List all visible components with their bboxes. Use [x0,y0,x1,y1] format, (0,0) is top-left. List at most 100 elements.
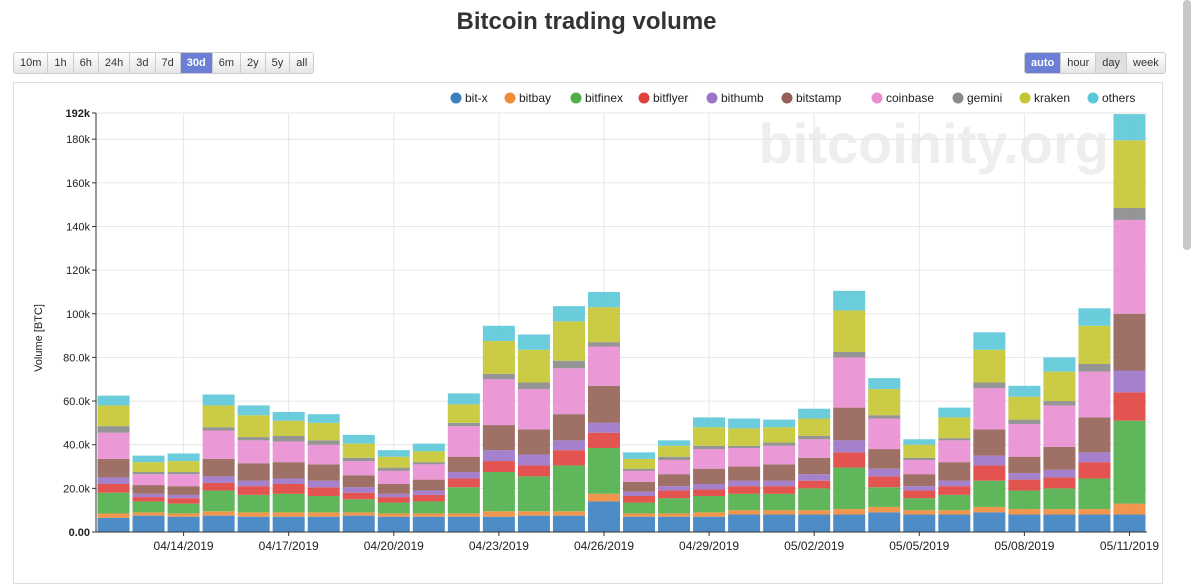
bar-segment-bitfinex[interactable] [132,501,165,513]
bar-segment-coinbase[interactable] [237,440,270,464]
bar-segment-bitbay[interactable] [728,510,761,515]
bar-segment-others[interactable] [623,452,656,459]
range-button-24h[interactable]: 24h [98,53,131,73]
bar-segment-bitfinex[interactable] [658,498,691,514]
bar-segment-bithumb[interactable] [202,476,235,483]
bar-segment-kraken[interactable] [973,349,1006,383]
bar-segment-bit-x[interactable] [1078,514,1111,532]
bar-segment-kraken[interactable] [1008,396,1041,420]
bar-segment-others[interactable] [1043,357,1076,372]
bar-segment-gemini[interactable] [728,445,761,448]
bar-segment-bitstamp[interactable] [447,456,480,472]
bar-segment-gemini[interactable] [1043,401,1076,406]
bar-segment-coinbase[interactable] [377,470,410,484]
bar-segment-bitbay[interactable] [938,510,971,515]
agg-button-week[interactable]: week [1127,53,1165,73]
bar-segment-bithumb[interactable] [693,483,726,490]
bar-segment-kraken[interactable] [447,404,480,423]
bar-segment-gemini[interactable] [517,382,550,390]
bar-segment-bitbay[interactable] [868,506,901,513]
bar-segment-bitfinex[interactable] [97,492,130,514]
bar-segment-kraken[interactable] [377,456,410,468]
bar-segment-gemini[interactable] [693,445,726,450]
range-button-all[interactable]: all [290,53,314,73]
bar-segment-bit-x[interactable] [938,514,971,532]
bar-segment-bithumb[interactable] [272,478,305,484]
bar-segment-gemini[interactable] [973,382,1006,388]
bar-segment-kraken[interactable] [938,417,971,439]
bar-segment-bitflyer[interactable] [482,461,515,472]
bar-segment-gemini[interactable] [202,427,235,431]
bar-segment-kraken[interactable] [903,444,936,458]
bar-segment-gemini[interactable] [1008,419,1041,424]
legend-label-bithumb[interactable]: bithumb [721,91,764,105]
page-scrollbar[interactable] [1183,0,1191,250]
bar-segment-others[interactable] [377,450,410,457]
bar-segment-bitflyer[interactable] [517,465,550,477]
bar-segment-bithumb[interactable] [412,490,445,495]
bar-segment-bitfinex[interactable] [377,502,410,514]
bar-segment-gemini[interactable] [307,440,340,445]
bar-segment-kraken[interactable] [658,445,691,457]
bar-segment-others[interactable] [517,334,550,350]
bar-segment-others[interactable] [447,393,480,405]
bar-segment-kraken[interactable] [1113,140,1146,208]
bar-segment-bit-x[interactable] [97,517,130,532]
bar-segment-gemini[interactable] [763,442,796,446]
bar-segment-bit-x[interactable] [1043,514,1076,532]
bar-segment-bitflyer[interactable] [307,487,340,496]
bar-segment-bitstamp[interactable] [377,483,410,494]
bar-segment-kraken[interactable] [517,349,550,383]
agg-button-hour[interactable]: hour [1061,53,1097,73]
bar-segment-kraken[interactable] [763,427,796,443]
bar-segment-gemini[interactable] [377,467,410,471]
bar-segment-bithumb[interactable] [728,480,761,487]
bar-segment-bitstamp[interactable] [693,468,726,484]
bar-segment-bitflyer[interactable] [693,489,726,496]
bar-segment-bitstamp[interactable] [482,425,515,451]
bar-segment-bitfinex[interactable] [763,493,796,511]
bar-segment-bitflyer[interactable] [587,432,620,448]
legend-label-kraken[interactable]: kraken [1034,91,1070,105]
bar-segment-coinbase[interactable] [342,461,375,476]
bar-segment-bit-x[interactable] [763,514,796,532]
bar-segment-bitstamp[interactable] [798,457,831,475]
bar-segment-bit-x[interactable] [1008,514,1041,532]
bar-segment-others[interactable] [1113,114,1146,141]
bar-segment-others[interactable] [272,411,305,421]
bar-segment-bitbay[interactable] [167,513,200,517]
bar-segment-bitfinex[interactable] [903,498,936,511]
bar-segment-bitbay[interactable] [1008,509,1041,515]
bar-segment-bithumb[interactable] [97,477,130,484]
bar-segment-others[interactable] [307,414,340,423]
bar-segment-kraken[interactable] [482,341,515,374]
bar-segment-others[interactable] [482,325,515,342]
bar-segment-bitstamp[interactable] [903,474,936,487]
bar-segment-coinbase[interactable] [798,439,831,458]
bar-segment-bitstamp[interactable] [938,462,971,481]
bar-segment-bitbay[interactable] [342,512,375,516]
bar-segment-bithumb[interactable] [587,422,620,433]
bar-segment-coinbase[interactable] [482,379,515,426]
bar-segment-bithumb[interactable] [167,494,200,499]
bar-segment-bit-x[interactable] [623,516,656,532]
bar-segment-kraken[interactable] [868,389,901,416]
bar-segment-coinbase[interactable] [973,387,1006,430]
bar-segment-bitbay[interactable] [1113,503,1146,515]
bar-segment-bithumb[interactable] [1043,469,1076,478]
bar-segment-gemini[interactable] [237,437,270,441]
bar-segment-bitstamp[interactable] [132,485,165,494]
bar-segment-others[interactable] [587,291,620,308]
bar-segment-bithumb[interactable] [1113,370,1146,393]
bar-segment-bithumb[interactable] [237,480,270,487]
legend-label-coinbase[interactable]: coinbase [886,91,934,105]
bar-segment-coinbase[interactable] [412,464,445,480]
bar-segment-bitstamp[interactable] [833,407,866,441]
bar-segment-coinbase[interactable] [763,445,796,465]
bar-segment-bithumb[interactable] [447,471,480,479]
bar-segment-kraken[interactable] [693,427,726,446]
bar-segment-bitstamp[interactable] [1113,313,1146,371]
bar-segment-bithumb[interactable] [623,491,656,496]
bar-segment-gemini[interactable] [167,471,200,475]
bar-segment-bitflyer[interactable] [342,492,375,500]
